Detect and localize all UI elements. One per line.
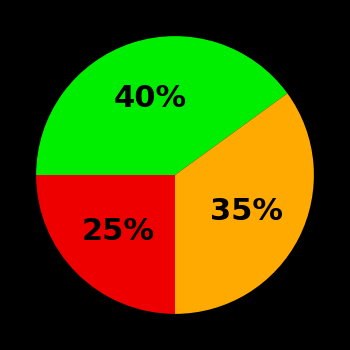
Wedge shape	[36, 36, 287, 175]
Text: 35%: 35%	[210, 197, 283, 226]
Text: 25%: 25%	[82, 217, 155, 246]
Wedge shape	[36, 175, 175, 314]
Wedge shape	[175, 93, 314, 314]
Text: 40%: 40%	[113, 84, 187, 113]
